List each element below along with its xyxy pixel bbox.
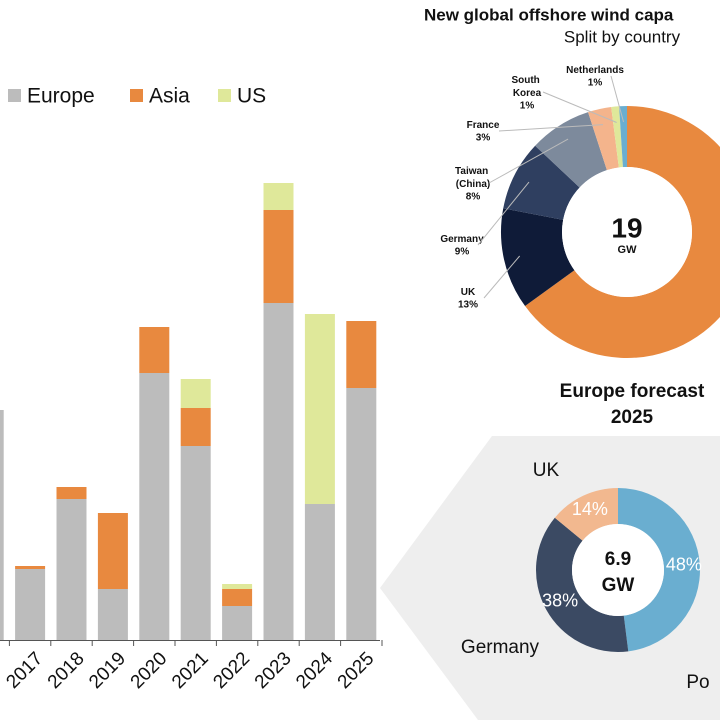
slice-label: France <box>467 120 500 131</box>
x-tick-label: 2017 <box>2 648 47 693</box>
chart-title: New global offshore wind capa <box>424 5 674 24</box>
chart-subtitle: 2025 <box>611 407 654 428</box>
x-tick-label: 2018 <box>44 648 89 693</box>
value-label: 48% <box>666 555 702 575</box>
legend-swatch <box>218 89 231 102</box>
x-tick-label: 2020 <box>127 648 172 693</box>
bar-segment <box>97 513 128 589</box>
bar-segment <box>56 487 87 499</box>
x-tick-label: 2025 <box>334 648 379 693</box>
donut-slice <box>618 488 700 652</box>
bar-segment <box>139 373 170 640</box>
bar-segment <box>346 321 377 388</box>
bar-segment <box>263 303 294 640</box>
leader-line <box>488 138 569 184</box>
x-tick-label: 2023 <box>251 648 296 693</box>
leader-line <box>542 91 617 123</box>
bar-segment <box>304 314 335 504</box>
leader-line <box>498 124 604 132</box>
legend-label: Asia <box>149 85 190 108</box>
center-unit: GW <box>602 575 635 596</box>
legend-swatch <box>130 89 143 102</box>
chart-title: Europe forecast <box>560 381 705 402</box>
value-label: 3% <box>476 133 491 144</box>
bar-segment <box>56 499 87 640</box>
legend-swatch <box>8 89 21 102</box>
donut-slice <box>535 112 607 188</box>
bar-segment <box>222 584 253 589</box>
bar-segment <box>180 446 211 640</box>
value-label: 9% <box>455 247 470 258</box>
bar-segment <box>180 408 211 446</box>
x-tick-label: 2019 <box>85 648 130 693</box>
bar-segment <box>180 379 211 408</box>
bar-segment <box>263 183 294 210</box>
bar-segment <box>15 569 46 640</box>
donut-slice <box>554 488 618 541</box>
legend-label: Europe <box>27 85 95 108</box>
bar-segment <box>222 589 253 606</box>
x-tick-label: 2024 <box>292 648 337 693</box>
value-label: 8% <box>466 192 481 203</box>
center-value: 19 <box>611 212 642 243</box>
slice-label: Taiwan (China) <box>455 166 491 190</box>
slice-label: South Korea <box>511 75 542 99</box>
slice-label: UK <box>461 287 476 298</box>
slice-label: Po <box>686 672 709 693</box>
leader-line <box>477 181 530 246</box>
slice-label: UK <box>533 460 560 481</box>
slice-label: Netherlands <box>566 65 624 76</box>
donut-hole <box>562 167 692 297</box>
donut-slice <box>501 208 575 307</box>
leader-line <box>483 255 521 299</box>
x-tick-label: 2021 <box>168 648 213 693</box>
bar-segment <box>15 566 46 569</box>
chart-subtitle: Split by country <box>564 27 681 46</box>
bar-segment <box>0 410 4 640</box>
slice-label: Germany <box>440 234 484 245</box>
value-label: 1% <box>588 78 603 89</box>
value-label: 38% <box>542 591 578 611</box>
value-label: 13% <box>458 300 478 311</box>
donut-slice <box>619 106 627 168</box>
donut-slice <box>588 106 619 171</box>
bar-segment <box>304 504 335 640</box>
legend-label: US <box>237 85 266 108</box>
bar-segment <box>139 327 170 373</box>
value-label: 14% <box>572 499 608 519</box>
bar-segment <box>97 589 128 640</box>
value-label: 1% <box>520 101 535 112</box>
center-value: 6.9 <box>605 549 631 570</box>
bar-segment <box>222 606 253 640</box>
bar-segment <box>346 388 377 640</box>
bar-segment <box>263 210 294 303</box>
donut-hole <box>572 524 664 616</box>
x-tick-label: 2022 <box>209 648 254 693</box>
slice-label: Germany <box>461 637 540 658</box>
leader-line <box>610 75 625 123</box>
donut-slice <box>525 106 720 358</box>
center-unit: GW <box>618 244 638 256</box>
donut-slice <box>536 517 629 652</box>
